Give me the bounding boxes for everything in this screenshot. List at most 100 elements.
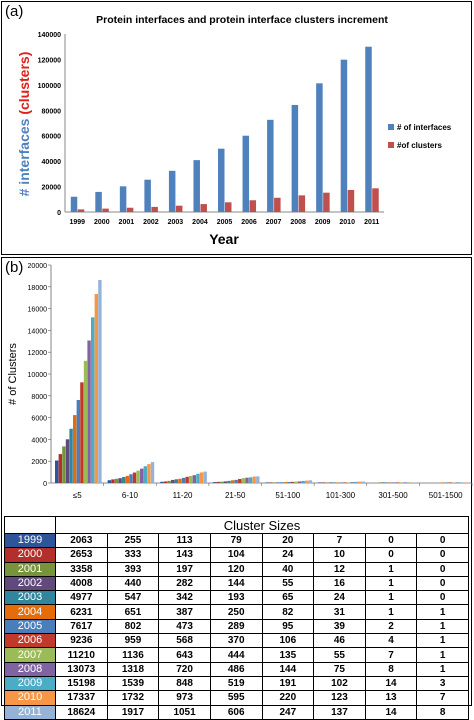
cluster-bar-2009 [459,482,463,483]
y-tick-label: 10000 [28,372,48,379]
value-cell: 1539 [106,675,160,692]
cluster-bar-1999 [265,482,269,483]
year-cell: 2005 [4,618,56,635]
value-cell: 1732 [106,690,160,706]
clusters-bar [274,197,281,212]
cluster-bar-2010 [94,294,98,483]
cluster-bar-2005 [76,399,80,483]
cluster-bar-2011 [256,476,260,483]
cluster-bar-2011 [413,482,418,483]
y-tick-label: 40000 [42,159,62,166]
cluster-bar-2011 [361,481,365,483]
value-cell: 18624 [55,704,108,720]
cluster-bar-2011 [203,471,207,483]
y-tick-label: 6000 [31,416,47,423]
clusters-bar [200,204,207,212]
value-cell: 4977 [55,590,108,606]
panel-b: 0 2000 4000 6000 8000 10000 12000 14000 16000 180… [1,257,473,720]
table-row: 2011 18624 1917 1051 606 247 137 14 8 [4,704,469,720]
table-row: 2010 17337 1732 973 595 220 123 13 7 [4,690,469,706]
cluster-bar-2004 [73,415,77,483]
value-cell: 444 [209,647,263,663]
value-cell: 1917 [106,704,160,720]
clusters-bar [126,207,134,212]
value-cell: 342 [158,590,211,606]
value-cell: 197 [158,561,211,577]
table-row: 2006 9236 959 568 370 106 46 4 1 [4,633,469,649]
cluster-bar-2001 [220,481,224,483]
value-cell: 1 [416,661,469,677]
value-cell: 0 [416,561,469,577]
x-tick-label: 301-500 [378,491,408,500]
x-tick-label: 2007 [266,219,282,226]
cluster-bar-2005 [234,479,238,483]
cluster-bar-2001 [272,482,277,483]
value-cell: 120 [209,561,263,577]
value-cell: 250 [209,604,263,620]
value-cell: 651 [106,604,160,620]
cluster-bar-2003 [122,477,126,483]
x-tick-label: 2006 [241,219,257,226]
cluster-bar-2008 [350,482,354,483]
clusters-bar [323,192,330,212]
value-cell: 547 [106,590,160,606]
cluster-bar-2008 [192,475,197,483]
value-cell: 55 [313,647,366,663]
interfaces-bar [168,170,176,212]
year-cell: 2008 [4,661,56,677]
cluster-bar-2006 [185,476,189,483]
value-cell: 144 [261,661,315,677]
cluster-bar-2010 [147,464,151,483]
cluster-bar-2010 [305,480,309,483]
value-cell: 333 [106,547,160,563]
y-axis-title-clusters: (clusters) [16,52,32,115]
x-tick-label: 2005 [217,219,233,226]
cluster-bar-2011 [466,482,470,483]
value-cell: 1 [416,633,469,649]
value-cell: 0 [416,547,469,563]
cluster-bar-2010 [357,481,362,483]
cluster-bar-2000 [321,482,326,483]
cluster-bar-2002 [118,478,122,483]
value-cell: 16 [313,575,366,592]
value-cell: 40 [261,561,315,577]
value-cell: 39 [313,618,366,635]
value-cell: 143 [158,547,211,563]
value-cell: 255 [106,532,160,549]
year-cell: 2010 [4,690,56,706]
cluster-bar-2005 [287,481,291,483]
legend-swatch [388,142,394,148]
chart-a-title: Protein interfaces and protein interface… [96,14,388,26]
value-cell: 606 [209,704,263,720]
x-tick-label: 2009 [315,219,331,226]
cluster-bar-1999 [160,481,164,483]
y-axis-title: # interfaces (clusters) [16,52,32,197]
interfaces-bar [119,186,127,212]
cluster-bar-2000 [111,479,115,483]
value-cell: 440 [106,575,160,592]
legend-swatch [388,124,394,130]
clusters-bar [151,206,158,212]
table-caption-row: Cluster Sizes [4,516,469,534]
cluster-bar-2007 [241,478,246,483]
cluster-sizes-chart: 0 2000 4000 6000 8000 10000 12000 14000 16000 180… [7,263,473,500]
year-cell: 2011 [4,704,56,720]
value-cell: 2063 [55,532,108,549]
cluster-bar-2004 [388,482,393,483]
value-cell: 13 [364,690,418,706]
value-cell: 0 [416,575,469,592]
cluster-bar-1999 [318,482,322,483]
value-cell: 3 [416,675,469,692]
value-cell: 8 [416,704,469,720]
year-cell: 2009 [4,675,56,692]
value-cell: 65 [261,590,315,606]
cluster-bar-2009 [301,480,305,483]
interfaces-bar [316,83,323,213]
interfaces-bar [70,196,78,212]
x-tick-label: 101-300 [326,491,356,500]
x-tick-label: ≤5 [73,491,82,500]
y-tick-label: 20000 [42,185,62,192]
y-tick-label: 4000 [31,437,47,444]
value-cell: 4 [364,633,418,649]
value-cell: 135 [261,647,315,663]
